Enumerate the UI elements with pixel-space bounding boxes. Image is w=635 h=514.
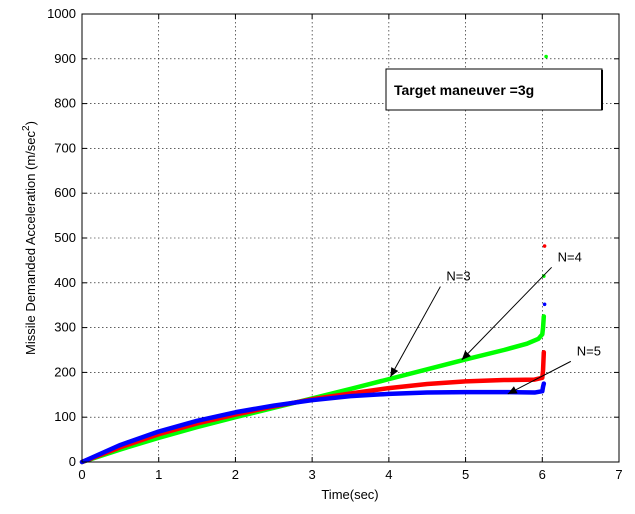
data-series <box>79 54 548 465</box>
series-point <box>502 378 506 382</box>
series-point <box>502 348 506 352</box>
annotation-label: N=3 <box>446 269 470 284</box>
series-point <box>387 377 391 381</box>
x-tick-label: 5 <box>462 467 469 482</box>
y-tick-label: 400 <box>54 275 76 290</box>
series-point <box>387 392 391 396</box>
series-point <box>536 337 541 341</box>
x-tick-label: 0 <box>78 467 85 482</box>
series-point <box>348 387 353 391</box>
series-point <box>156 429 161 434</box>
annotation-arrow-line <box>389 286 441 378</box>
annotation-arrow-line <box>507 360 572 395</box>
series-point <box>542 302 547 307</box>
series-line <box>79 381 547 465</box>
series-point <box>541 384 545 389</box>
series-point <box>525 341 529 346</box>
annotation-label: N=5 <box>577 343 601 358</box>
series-point <box>463 379 468 384</box>
series-point <box>118 443 123 447</box>
annotation-arrowhead <box>461 350 471 360</box>
series-point <box>540 332 545 337</box>
series-point <box>541 325 545 330</box>
y-tick-label: 100 <box>54 409 76 424</box>
ticks: 0 1 2 3 4 5 6 7 0 100 200 300 400 500 600 700 800 900 1000 <box>47 6 623 482</box>
series-point <box>425 367 430 372</box>
legend-box-text: Target maneuver =3g <box>394 82 534 98</box>
y-axis-title-sup: 2 <box>21 125 32 131</box>
series-point <box>540 389 545 394</box>
series-point <box>542 314 546 319</box>
series-point <box>156 436 161 440</box>
series-point <box>195 418 199 423</box>
legend-box: Target maneuver =3g <box>385 68 603 111</box>
x-tick-label: 4 <box>385 467 392 482</box>
y-axis-title: Missile Demanded Acceleration (m/sec2) <box>21 121 38 355</box>
annotations: N=3 N=4 N=5 <box>389 249 601 395</box>
series-point <box>532 390 537 395</box>
y-tick-label: 600 <box>54 185 76 200</box>
y-tick-label: 500 <box>54 230 76 245</box>
annotation-arrow-line <box>461 266 552 361</box>
annotation-2: N=4 <box>461 249 582 361</box>
series-point <box>541 368 545 372</box>
series-point <box>544 54 548 59</box>
annotation-arrowhead <box>507 386 518 394</box>
x-tick-label: 2 <box>232 467 239 482</box>
y-tick-label: 800 <box>54 96 76 111</box>
y-axis-title-close: ) <box>23 121 38 125</box>
series-point <box>542 381 546 386</box>
x-tick-label: 1 <box>155 467 162 482</box>
annotation-label: N=4 <box>558 249 582 264</box>
series-point <box>195 425 199 429</box>
x-tick-label: 6 <box>539 467 546 482</box>
annotation-1: N=3 <box>389 269 471 378</box>
series-point <box>502 390 506 394</box>
y-tick-label: 700 <box>54 140 76 155</box>
series-point <box>271 403 276 408</box>
series-point <box>310 398 314 402</box>
y-tick-label: 200 <box>54 364 76 379</box>
series-line <box>79 349 547 465</box>
series-point <box>542 244 547 248</box>
y-axis-title-main: Missile Demanded Acceleration (m/sec <box>23 130 38 354</box>
series-3 <box>79 302 547 465</box>
series-point <box>463 390 468 394</box>
y-tick-label: 0 <box>69 454 76 469</box>
x-tick-label: 3 <box>309 467 316 482</box>
x-axis-title: Time(sec) <box>321 487 378 502</box>
series-point <box>387 386 391 390</box>
series-point <box>425 382 430 386</box>
series-point <box>425 390 430 395</box>
annotation-3: N=5 <box>507 343 601 395</box>
series-point <box>348 394 353 398</box>
annotation-arrowhead <box>390 367 399 377</box>
y-tick-label: 300 <box>54 320 76 335</box>
series-point <box>233 410 238 415</box>
y-tick-label: 900 <box>54 51 76 66</box>
series-point <box>542 350 546 355</box>
y-tick-label: 1000 <box>47 6 76 21</box>
x-tick-label: 7 <box>615 467 622 482</box>
